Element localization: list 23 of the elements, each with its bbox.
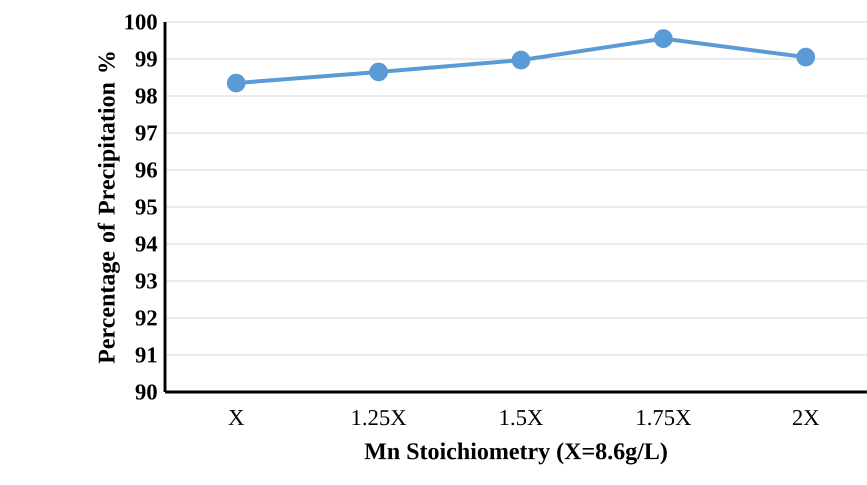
y-tick-label: 98 xyxy=(136,88,157,104)
y-tick-label: 95 xyxy=(136,199,157,215)
point xyxy=(796,48,816,66)
y-tick-label: 92 xyxy=(136,310,157,326)
point xyxy=(226,74,246,92)
y-tick-label: 97 xyxy=(136,125,158,141)
x-tick-label: X xyxy=(228,410,244,425)
point xyxy=(512,50,530,70)
y-tick-label: 99 xyxy=(136,51,157,67)
x-tick-label: 2X xyxy=(792,410,820,426)
x-axis-title: Mn Stoichiometry (X=8.6g/L) xyxy=(364,442,667,464)
y-axis-title: Percentage of Precipitation % xyxy=(98,52,120,364)
x-tick-label: 1.25X xyxy=(352,410,406,426)
point xyxy=(654,29,673,48)
x-tick-label: 1.5X xyxy=(500,410,543,426)
y-tick-label: 100 xyxy=(125,14,157,30)
y-tick-label: 91 xyxy=(136,347,156,363)
y-tick-label: 96 xyxy=(136,162,157,178)
y-tick-label: 90 xyxy=(136,384,157,400)
x-tick-label: 1.75X xyxy=(637,410,691,426)
y-tick-label: 93 xyxy=(136,273,157,289)
point xyxy=(369,62,388,82)
y-tick-label: 94 xyxy=(136,236,158,252)
